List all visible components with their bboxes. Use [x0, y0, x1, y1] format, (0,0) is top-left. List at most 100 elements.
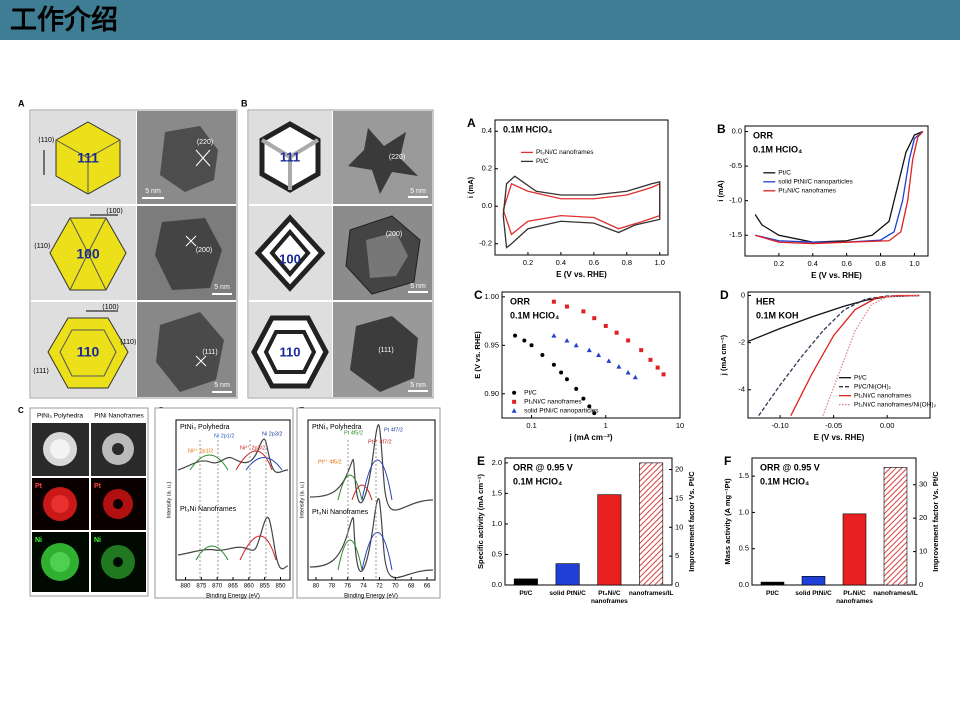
direction-label: ⟨110⟩ — [34, 242, 51, 250]
annotation: HER — [756, 296, 776, 306]
y-tick-label: 0.0 — [739, 580, 749, 589]
scale-bar-label: 5 nm — [410, 188, 426, 195]
xps-curves — [309, 424, 434, 580]
direction-label: ⟨110⟩ — [38, 136, 55, 144]
plot-frame — [501, 291, 681, 419]
y-axis-label: i (mA) — [716, 180, 725, 202]
polygon-shape — [156, 312, 224, 392]
y2-tick-label: 10 — [675, 522, 683, 531]
marker — [512, 390, 517, 395]
x-tick-label: 0.00 — [880, 421, 895, 430]
legend-label: Pt₃Ni/C nanoframes — [536, 149, 594, 156]
direction-label: ⟨100⟩ — [102, 303, 119, 311]
marker — [661, 372, 666, 377]
circle-shape — [113, 557, 123, 567]
facet-label: 100 — [279, 251, 301, 266]
path-shape — [195, 149, 211, 167]
facet-label: 111 — [77, 150, 99, 166]
peak-label: Pt²⁺ 4f7/2 — [368, 438, 392, 445]
x-tick-label: Pt₃Ni/C nanoframes — [590, 590, 628, 605]
legend-label: Pt/C — [854, 374, 867, 381]
x-tick-label: 870 — [212, 584, 223, 590]
peak-label: Ni 2p3/2 — [262, 431, 283, 437]
x-tick-label: nanoframes/IL — [873, 590, 918, 597]
path-shape — [55, 139, 121, 194]
legend-label: Pt₃Ni/C nanoframes — [778, 188, 836, 195]
scale-bar-label: 5 nm — [410, 382, 426, 389]
xps-y-label: Intensity (a. u.) — [166, 482, 172, 519]
marker — [606, 358, 612, 363]
path-shape — [69, 217, 107, 291]
marker — [625, 369, 631, 375]
path-shape — [309, 497, 434, 579]
x-tick-label: 0.4 — [556, 258, 566, 267]
path-shape — [351, 484, 373, 501]
legend-label: Pt/C/Ni(OH)₂ — [854, 383, 892, 390]
header-title: 工作介绍 — [10, 5, 118, 35]
x-tick-label: 70 — [392, 584, 399, 590]
spacing-label: (200) — [196, 247, 212, 254]
x-tick-label: 78 — [328, 584, 335, 590]
x-tick-label: 0.6 — [841, 259, 851, 268]
y2-tick-label: 10 — [919, 547, 927, 556]
panel-letter: C — [18, 406, 24, 415]
marker — [512, 399, 517, 404]
panel-d-frame — [154, 407, 294, 599]
data-line — [758, 294, 920, 417]
y2-tick-label: 30 — [919, 480, 927, 489]
y-axis-label: Mass activity (A mg⁻¹Pt) — [723, 478, 732, 565]
peak-label: Ni²⁺ 2p3/2 — [240, 444, 265, 451]
annotation: 0.1M HClO₄ — [503, 124, 552, 134]
y-tick-label: 0.0 — [482, 201, 492, 210]
x-tick-label: 74 — [360, 584, 367, 590]
panel-letter: E — [477, 454, 485, 468]
x-tick-label: 875 — [196, 584, 207, 590]
legend-label: solid PtNi/C nanoparticles — [778, 179, 853, 186]
path-shape — [195, 545, 229, 561]
chart: B ORR 0.1M HClO₄ 0.0 -0.5 -1.0 -1.5 0.2 0.4 0.6 0.… — [716, 122, 929, 280]
marker — [592, 411, 597, 416]
path-shape — [177, 438, 289, 474]
bar — [883, 467, 908, 586]
panel-letter: A — [18, 98, 25, 108]
bar — [513, 578, 538, 586]
legend-label: Pt/C — [778, 170, 791, 177]
y-tick-label: 1.0 — [492, 519, 502, 528]
spacing-label: (220) — [389, 154, 405, 161]
y2-axis-label: Improvement factor Vs. Pt/C — [687, 471, 696, 572]
legend-label: Pt₃Ni/C nanoframes — [854, 392, 912, 399]
marker — [587, 404, 592, 409]
y-axis-label: j (mA cm⁻²) — [719, 334, 728, 376]
y-tick-label: 0.0 — [492, 580, 502, 589]
x-tick-label: 860 — [244, 584, 255, 590]
marker — [573, 342, 579, 348]
panel-a-row: ⟨110⟩ 111 (220) 5 nm — [31, 111, 236, 204]
x-axis-label: E (V vs. RHE) — [811, 271, 862, 280]
annotation: 0.1M HClO₄ — [513, 476, 562, 486]
marker — [529, 343, 534, 348]
plot-frame — [747, 291, 931, 419]
y2-tick-label: 20 — [919, 513, 927, 522]
chart: E ORR @ 0.95 V 0.1M HClO₄ 0.0 0.5 1.0 1.5 2.0 0 5… — [476, 454, 696, 589]
element-label: Ni — [94, 537, 101, 544]
x-axis-label: E (V vs. RHE) — [556, 270, 607, 279]
bar — [801, 575, 826, 586]
y-tick-label: -1.5 — [729, 230, 742, 239]
plot-frame — [494, 119, 669, 256]
facet-label: 111 — [280, 149, 300, 164]
facet-label: 100 — [76, 246, 100, 262]
xps-x-label: Binding Energy (eV) — [206, 594, 260, 600]
x-tick-label: nanoframes/IL — [628, 590, 674, 597]
chart: F ORR @ 0.95 V 0.1M HClO₄ 0.0 0.5 1.0 1.5 0 10 20… — [723, 454, 940, 589]
marker — [564, 304, 569, 309]
marker — [632, 374, 638, 380]
plot-frame — [751, 457, 917, 586]
marker — [581, 309, 586, 314]
y-tick-label: -0.5 — [729, 161, 742, 170]
x-tick-label: 10 — [676, 421, 684, 430]
scale-bar-label: 5 nm — [214, 382, 230, 389]
header-bar — [0, 0, 960, 40]
bar — [555, 563, 580, 586]
xps-y-label: Intensity (a. u.) — [299, 482, 305, 519]
chart: C ORR 0.1M HClO₄ 0.90 0.95 1.00 0.1 1 10 j (mA cm… — [473, 288, 684, 442]
